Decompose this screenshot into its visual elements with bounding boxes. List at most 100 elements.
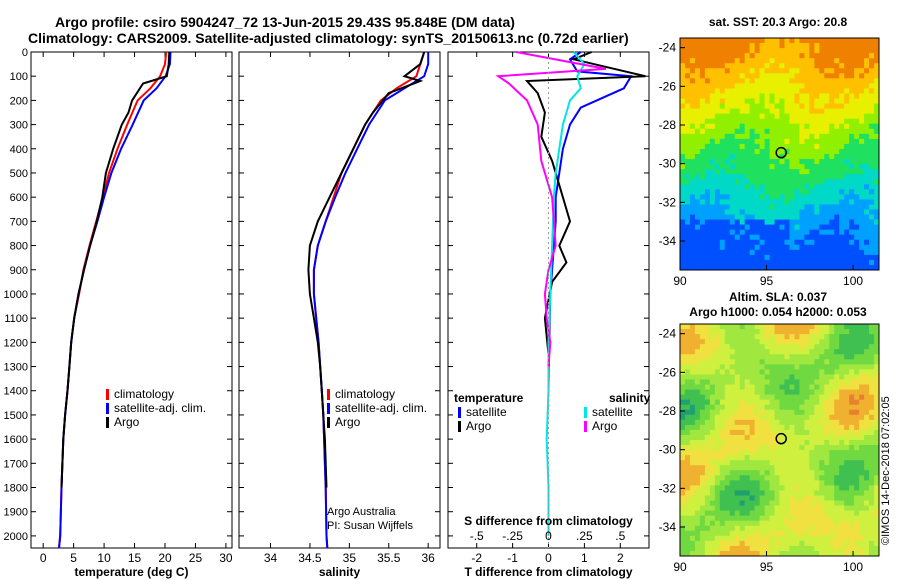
- sst_map-cell: [779, 123, 785, 130]
- sla_map-cell: [759, 399, 765, 406]
- sla_map-cell: [814, 450, 820, 456]
- sla_map-cell: [709, 470, 716, 476]
- sla_map-cell: [759, 550, 765, 557]
- sla_map-cell: [709, 384, 716, 390]
- sla_map-cell: [749, 434, 756, 441]
- sst_map-cell: [829, 38, 835, 44]
- sst_map-cell: [749, 189, 756, 195]
- sst_map-cell: [814, 113, 820, 120]
- sst_map-cell: [704, 93, 711, 99]
- sla_map-cell: [724, 409, 731, 416]
- sla_map-cell: [869, 470, 875, 476]
- sst_map-cell: [699, 58, 706, 64]
- sla_map-cell: [794, 460, 800, 466]
- sla_map-cell: [864, 475, 870, 481]
- sst_map-cell: [799, 254, 805, 261]
- sst_map-cell: [859, 63, 865, 69]
- sst_map-cell: [784, 164, 790, 170]
- sst_map-cell: [689, 169, 696, 175]
- sst_map-cell: [729, 133, 736, 140]
- sla_map-cell: [869, 324, 875, 330]
- sst_map-cell: [719, 63, 726, 69]
- sla_map-cell: [814, 490, 820, 496]
- sst_map-cell: [779, 143, 785, 150]
- sst_map-cell: [794, 214, 800, 220]
- sla_map-cell: [779, 429, 785, 436]
- sst_map-cell: [784, 199, 790, 205]
- sla_map-cell: [849, 399, 855, 406]
- sst_map-cell: [714, 143, 721, 150]
- sst_map-cell: [859, 164, 865, 170]
- sla_map-cell: [814, 460, 820, 466]
- sst_map-cell: [739, 164, 746, 170]
- sst_map-cell: [689, 194, 696, 200]
- sst_map-cell: [824, 189, 830, 195]
- sst_map-cell: [764, 154, 770, 160]
- sst_map-cell: [689, 128, 696, 135]
- sla_map-cell: [759, 485, 765, 491]
- sla_map-cell: [864, 465, 870, 471]
- sla_map-cell: [689, 334, 696, 340]
- sst_map-cell: [719, 98, 726, 104]
- sst_map-cell: [779, 189, 785, 195]
- sst_map-lat-label: -26: [659, 79, 677, 93]
- sst_map-cell: [709, 148, 716, 155]
- sst_map-cell: [699, 118, 706, 125]
- sla_map-cell: [874, 510, 880, 517]
- sla_map-cell: [864, 344, 870, 350]
- sla_map-cell: [864, 374, 870, 380]
- sst_map-cell: [849, 239, 855, 246]
- sst_map-cell: [689, 209, 696, 215]
- sla_map-cell: [769, 490, 775, 496]
- sst_map-cell: [809, 128, 815, 135]
- depth-tick-label: 1000: [4, 289, 28, 301]
- sst_map-cell: [824, 103, 830, 110]
- sla_map-cell: [739, 429, 746, 436]
- temperature-series-satellite-adj-clim-: [58, 51, 172, 549]
- sst_map-cell: [824, 164, 830, 170]
- sst_map-argo-marker: [775, 146, 787, 159]
- sla_map-cell: [839, 450, 845, 456]
- sst_map-cell: [829, 229, 835, 236]
- sla_map-cell: [874, 445, 880, 451]
- sst_map-cell: [699, 259, 706, 266]
- sla_map-cell: [764, 339, 770, 345]
- sla_map-cell: [759, 455, 765, 461]
- sla_map-cell: [694, 465, 701, 471]
- sst_map-cell: [769, 78, 775, 84]
- sla_map-cell: [864, 455, 870, 461]
- sst_map-cell: [694, 58, 701, 64]
- sst_map-cell: [719, 128, 726, 135]
- sla_map-cell: [784, 389, 790, 396]
- sla_map-lat-label: -32: [659, 481, 677, 495]
- sla_map-cell: [769, 480, 775, 486]
- sst_map-cell: [729, 254, 736, 261]
- sst_map-cell: [819, 204, 825, 210]
- sla_map-cell: [779, 525, 785, 532]
- sst_map-cell: [729, 174, 736, 180]
- sst_map-cell: [769, 53, 775, 59]
- salinity-series-argo: [307, 51, 426, 488]
- sla_map-cell: [714, 429, 721, 436]
- sla_map-cell: [849, 505, 855, 512]
- sla_map-cell: [829, 480, 835, 486]
- sst_map-cell: [744, 108, 751, 115]
- sla_map-cell: [779, 470, 785, 476]
- sst_map-cell: [724, 148, 731, 155]
- sst_map-cell: [699, 63, 706, 69]
- sst_map-cell: [794, 143, 800, 150]
- sla_map-cell: [719, 404, 726, 411]
- sst_map-cell: [849, 83, 855, 89]
- sst_map-cell: [794, 229, 800, 236]
- sla_map-cell: [764, 429, 770, 436]
- sst_map-cell: [824, 38, 830, 44]
- sla_map-cell: [680, 455, 686, 461]
- sst_map-cell: [754, 103, 761, 110]
- sst_map-cell: [689, 138, 696, 145]
- sst_map-cell: [774, 98, 780, 104]
- sla_map-cell: [859, 490, 865, 496]
- sla_map-cell: [849, 404, 855, 411]
- sst_map-cell: [839, 143, 845, 150]
- sst_map-cell: [814, 154, 820, 160]
- sla_map-cell: [814, 409, 820, 416]
